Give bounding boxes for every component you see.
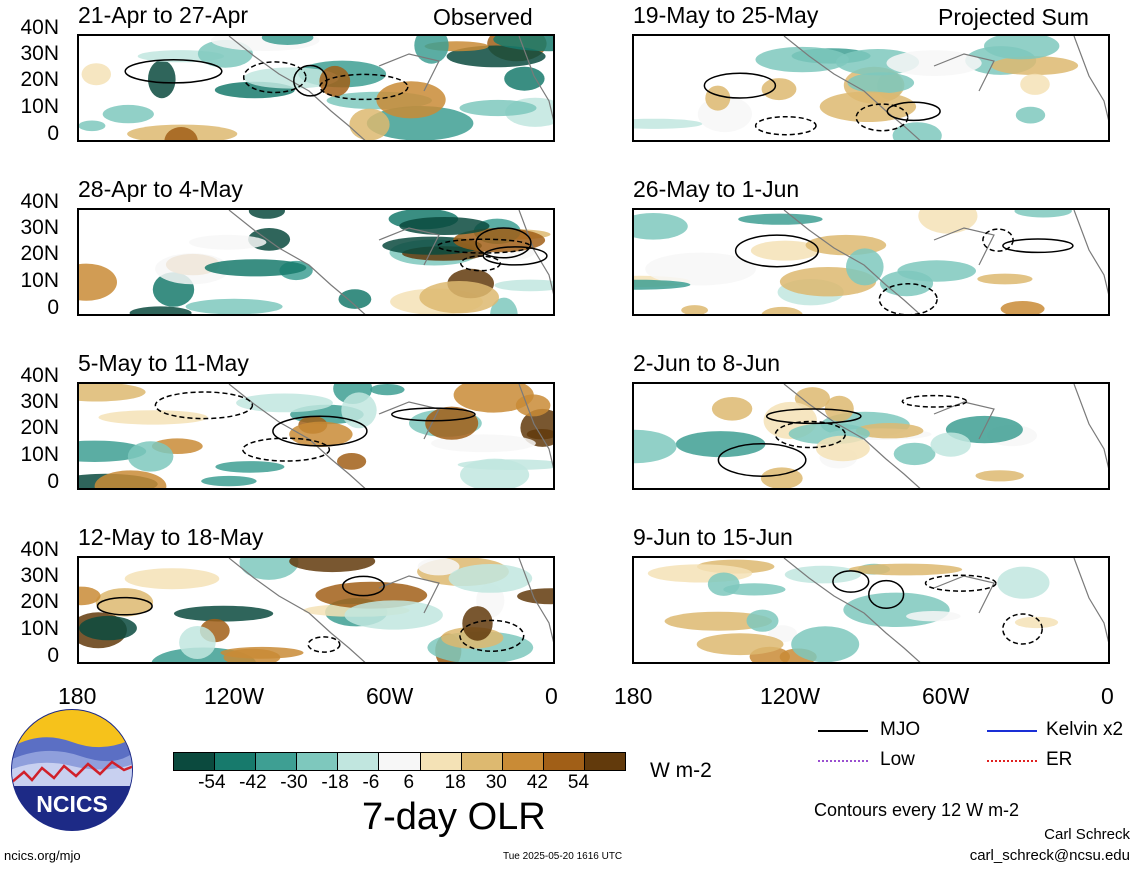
colorbar-title: 7-day OLR [362,796,546,838]
y-axis-label: 20N [20,242,59,265]
y-axis-label: 40N [20,190,59,213]
x-label-left-0: 0 [545,683,558,709]
colorbar-tick-label: -30 [280,772,308,793]
colorbar-tick-label: 18 [444,772,466,793]
panel-title: 5-May to 11-May [78,350,249,376]
colorbar-swatch [255,752,298,771]
x-label-right-120w: 120W [760,683,821,709]
y-axis-label: 20N [20,590,59,613]
y-axis-label: 40N [20,364,59,387]
x-label-left-60w: 60W [366,683,414,709]
colorbar-units: W m-2 [650,759,712,782]
colorbar-swatch [337,752,380,771]
olr-map-panel [77,382,555,490]
footer-url[interactable]: ncics.org/mjo [4,848,81,863]
y-axis-label: 30N [20,216,59,239]
footer-email[interactable]: carl_schreck@ncsu.edu [969,847,1130,864]
y-axis-label: 20N [20,68,59,91]
panel-right-title: Projected Sum [938,4,1089,30]
olr-map-panel [632,208,1110,316]
colorbar-tick-label: 6 [403,772,415,793]
panel-title: 21-Apr to 27-Apr [78,2,249,28]
panel-title: 2-Jun to 8-Jun [633,350,781,376]
y-axis-label: 20N [20,416,59,439]
colorbar-swatch [378,752,421,771]
legend-er-line [987,760,1037,762]
x-label-right-0: 0 [1101,683,1114,709]
ncics-logo: NCICS [10,708,134,832]
logo-text: NCICS [36,791,108,817]
y-axis-label: 30N [20,42,59,65]
y-axis-label: 40N [20,16,59,39]
y-axis-label: 0 [47,296,59,319]
colorbar-swatch [173,752,216,771]
colorbar-tick-label: -18 [321,772,349,793]
x-label-right-180: 180 [614,683,653,709]
colorbar-swatch [583,752,626,771]
panel-right-title: Observed [433,4,533,30]
legend-low-label: Low [880,749,915,770]
y-axis-label: 10N [20,269,59,292]
colorbar-tick-label: -42 [239,772,267,793]
colorbar-tick-label: 30 [485,772,507,793]
y-axis-label: 10N [20,95,59,118]
olr-map-panel [632,34,1110,142]
y-axis-label: 10N [20,443,59,466]
colorbar-swatch [501,752,544,771]
olr-map-panel [632,382,1110,490]
footer-author: Carl Schreck [1044,826,1130,843]
legend-mjo-line [818,730,868,732]
colorbar-tick-label: -6 [362,772,380,793]
colorbar-swatch [296,752,339,771]
panel-title: 19-May to 25-May [633,2,819,28]
x-label-left-180: 180 [58,683,97,709]
contour-note: Contours every 12 W m-2 [814,800,1020,820]
colorbar-tick-label: 54 [567,772,590,793]
colorbar-tick-label: 42 [526,772,548,793]
colorbar-tick-label: -54 [198,772,226,793]
panel-title: 12-May to 18-May [78,524,264,550]
footer-timestamp: Tue 2025-05-20 1616 UTC [503,851,623,862]
y-axis-label: 30N [20,390,59,413]
x-label-left-120w: 120W [204,683,265,709]
y-axis-label: 0 [47,470,59,493]
legend-er-label: ER [1046,749,1073,770]
y-axis-label: 40N [20,538,59,561]
y-axis-label: 10N [20,617,59,640]
colorbar-swatch [542,752,585,771]
panel-title: 26-May to 1-Jun [633,176,800,202]
y-axis-label: 30N [20,564,59,587]
panel-title: 9-Jun to 15-Jun [633,524,793,550]
olr-map-panel [632,556,1110,664]
legend-mjo-label: MJO [880,719,921,740]
panel-title: 28-Apr to 4-May [78,176,243,202]
legend-kelvin-line [987,730,1037,732]
y-axis-label: 0 [47,644,59,667]
y-axis-label: 0 [47,122,59,145]
x-label-right-60w: 60W [922,683,970,709]
colorbar-swatch [460,752,503,771]
legend-kelvin-label: Kelvin x2 [1046,719,1124,740]
legend-low-line [818,760,868,762]
olr-map-panel [77,556,555,664]
colorbar-swatch [214,752,257,771]
olr-map-panel [77,208,555,316]
colorbar-swatch [419,752,462,771]
olr-map-panel [77,34,555,142]
